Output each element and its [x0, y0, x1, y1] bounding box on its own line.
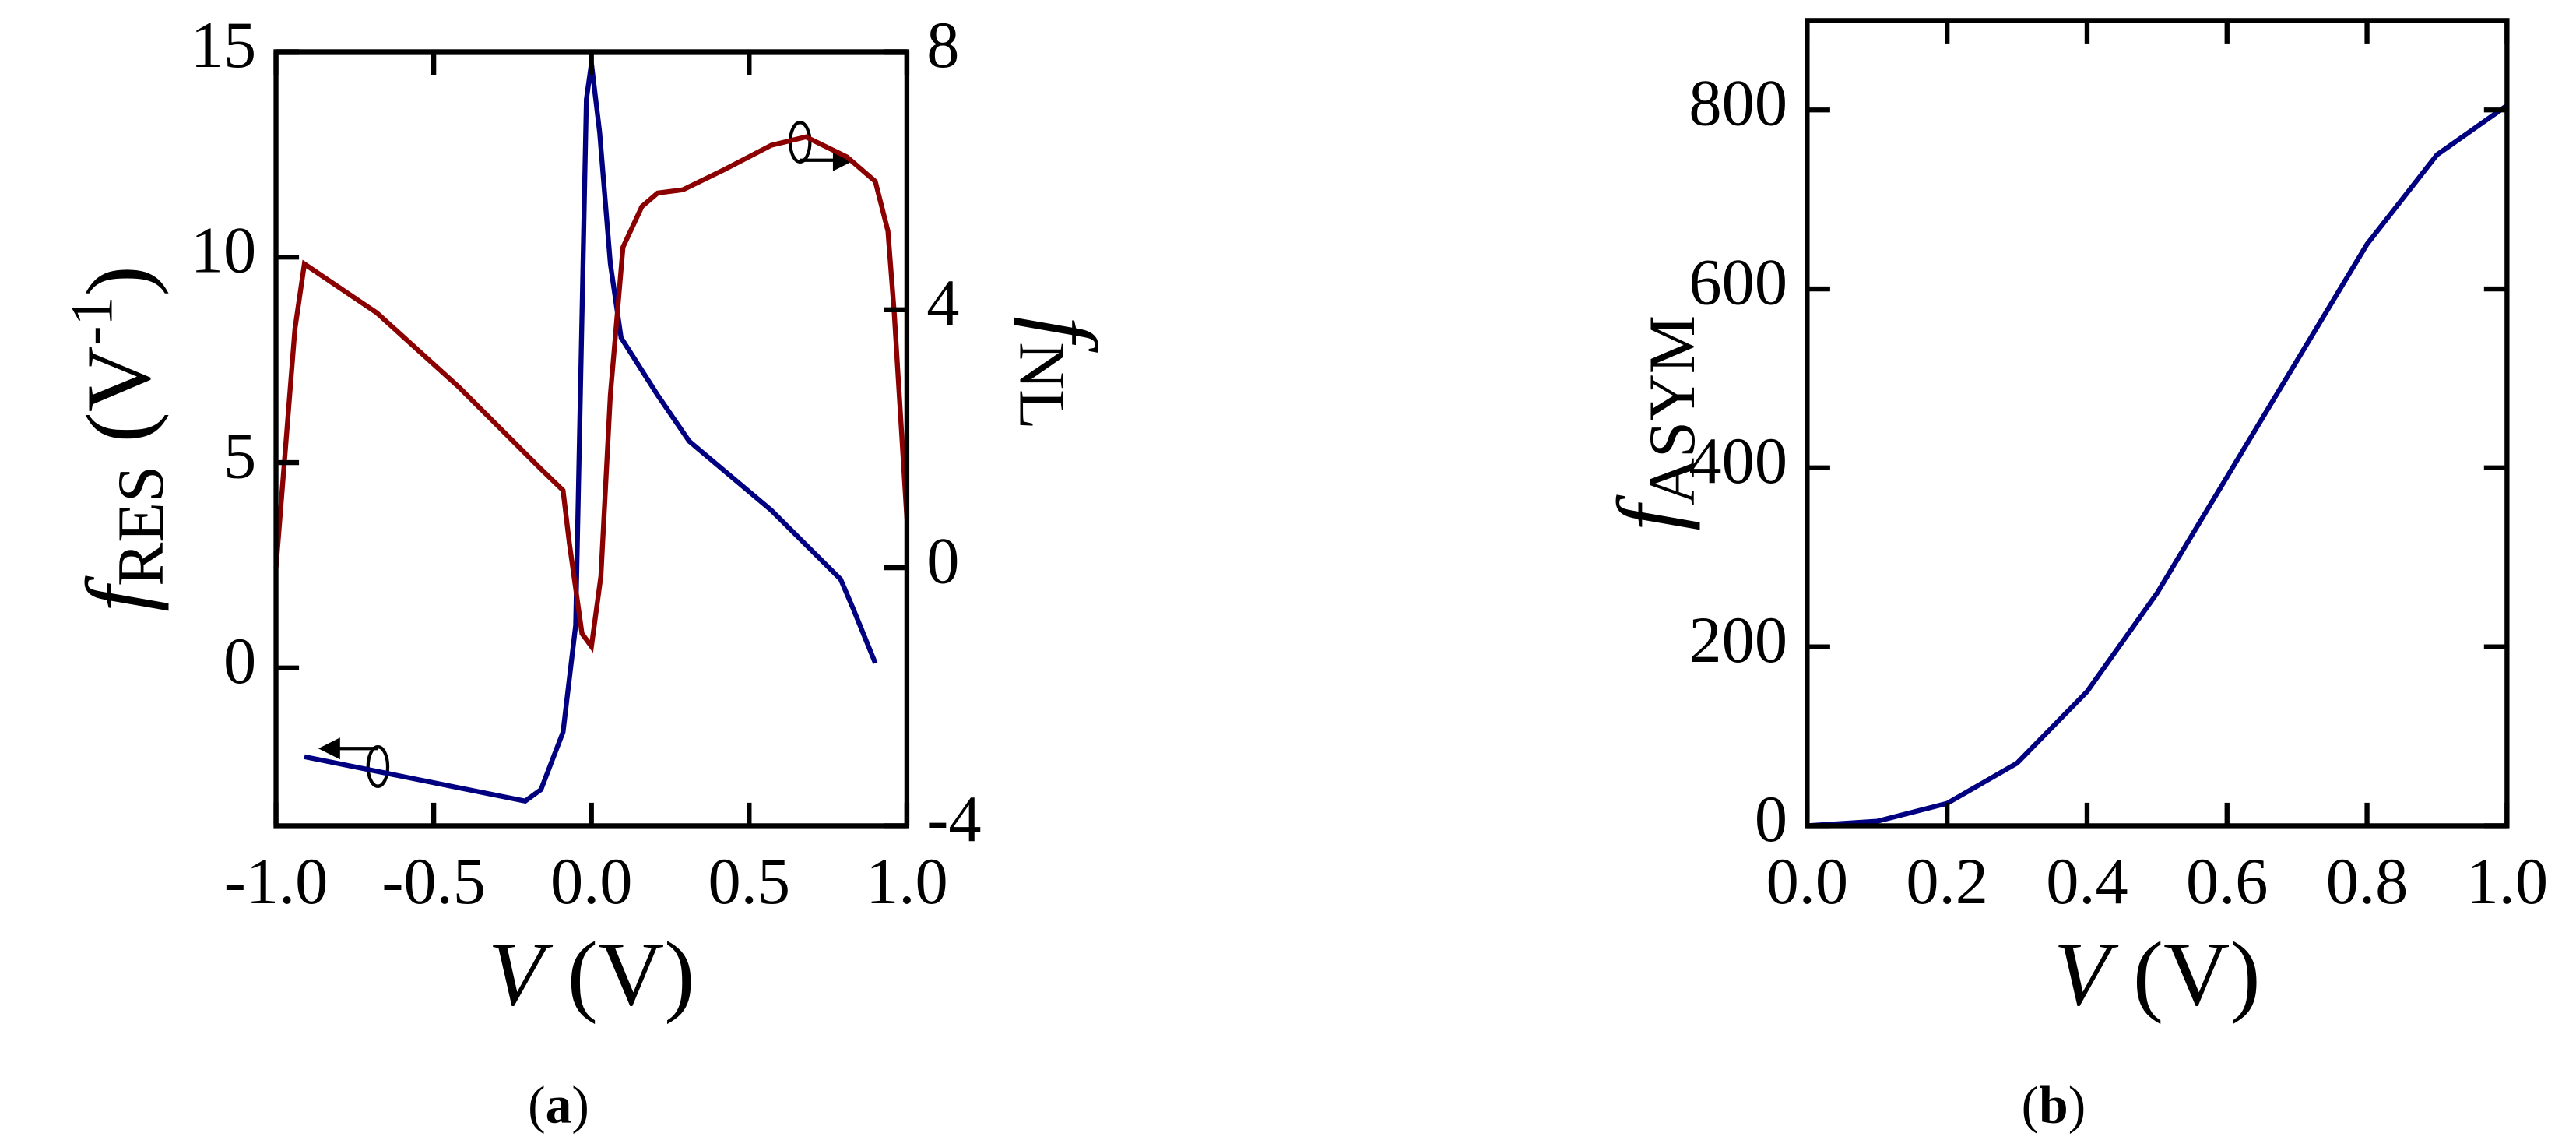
x-axis-label: V (V) [488, 923, 695, 1025]
y-axis-label: fASYM [1599, 315, 1710, 531]
caption-part: ) [2068, 1075, 2086, 1134]
y-label-part: ) [68, 266, 170, 296]
y2-label-part: NL [1005, 342, 1077, 430]
y-tick-label: 0 [223, 625, 256, 698]
y-label-part: (V [68, 346, 170, 466]
y-label-part: RES [105, 466, 177, 586]
x-tick-label: 0.0 [550, 846, 633, 918]
y-tick-label: 400 [1689, 425, 1787, 498]
caption-part: a [546, 1075, 572, 1134]
y-tick-label: 200 [1689, 604, 1787, 677]
caption-part: ) [571, 1075, 589, 1134]
x-axis-label: V (V) [2054, 923, 2261, 1025]
x-tick-label: 0.2 [1906, 846, 1988, 918]
y-axis-label: fRES (V-1) [60, 266, 177, 612]
y2-tick-label: 0 [926, 525, 959, 597]
caption: (a) [528, 1075, 589, 1134]
data-line [1807, 103, 2509, 829]
y-tick-label: 600 [1689, 246, 1787, 318]
x-label-part: V [488, 923, 554, 1025]
y2-axis-label: fNL [1005, 316, 1116, 429]
x-tick-label: 1.0 [2466, 846, 2549, 918]
caption-part: ( [528, 1075, 545, 1134]
axis-indicator-left [318, 737, 390, 788]
y2-tick-label: 8 [926, 9, 959, 82]
caption: (b) [2022, 1075, 2086, 1134]
data-line [273, 134, 910, 653]
x-tick-label: 0.5 [708, 846, 791, 918]
x-label-part: (V) [2110, 923, 2261, 1025]
y-tick-label: 800 [1689, 68, 1787, 140]
y-label-part: ASYM [1636, 315, 1709, 505]
x-tick-label: 0.8 [2326, 846, 2409, 918]
x-tick-label: 0.6 [2186, 846, 2268, 918]
y-label-part: -1 [60, 297, 125, 346]
data-line [304, 62, 878, 804]
x-tick-label: 0.4 [2046, 846, 2128, 918]
x-tick-label: 1.0 [866, 846, 948, 918]
plot-frame [1805, 18, 2510, 829]
caption-part: ( [2022, 1075, 2039, 1134]
x-tick-label: -0.5 [381, 846, 486, 918]
y2-tick-label: -4 [926, 783, 981, 856]
y-tick-label: 10 [191, 215, 256, 287]
x-tick-label: 0.0 [1766, 846, 1849, 918]
y-tick-label: 15 [191, 9, 256, 82]
caption-part: b [2039, 1075, 2068, 1134]
y-tick-label: 0 [1755, 783, 1787, 856]
x-label-part: V [2054, 923, 2119, 1025]
x-tick-label: -1.0 [224, 846, 329, 918]
x-label-part: (V) [544, 923, 695, 1025]
y-tick-label: 5 [223, 420, 256, 492]
plot-frame [273, 49, 910, 829]
y2-tick-label: 4 [926, 267, 959, 340]
